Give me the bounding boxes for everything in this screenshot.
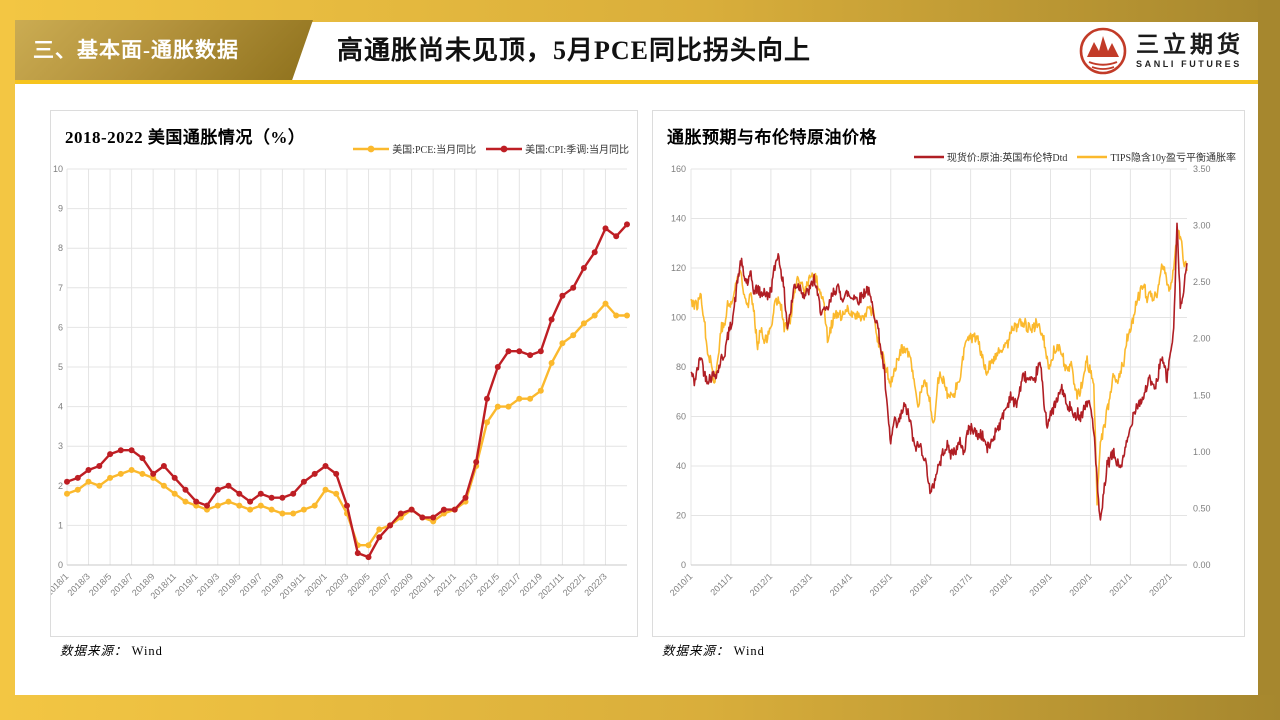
svg-text:2.50: 2.50 — [1193, 277, 1211, 287]
pce-line-swatch — [353, 145, 390, 152]
svg-text:2014/1: 2014/1 — [828, 571, 855, 598]
logo-name-cn: 三立期货 — [1136, 31, 1244, 58]
svg-text:2010/1: 2010/1 — [668, 571, 695, 598]
svg-text:2021/7: 2021/7 — [496, 571, 523, 598]
header: 三、基本面-通胀数据 高通胀尚未见顶，5月PCE同比拐头向上 三立期货 SANL… — [15, 20, 1258, 80]
svg-text:2018/1: 2018/1 — [987, 571, 1014, 598]
svg-text:2020/3: 2020/3 — [324, 571, 351, 598]
legend-label-pce: 美国:PCE:当月同比 — [392, 145, 477, 156]
svg-text:3: 3 — [58, 441, 63, 451]
us-inflation-line-chart: 0123456789102018/12018/32018/52018/72018… — [51, 164, 630, 601]
svg-text:8: 8 — [58, 243, 63, 253]
svg-text:2019/7: 2019/7 — [238, 571, 265, 598]
svg-text:1.00: 1.00 — [1193, 447, 1211, 457]
svg-text:2021/5: 2021/5 — [475, 571, 502, 598]
frame-left-gold-band — [0, 0, 15, 720]
svg-text:2020/1: 2020/1 — [1067, 571, 1094, 598]
svg-text:2016/1: 2016/1 — [908, 571, 935, 598]
left-source-prefix: 数据来源： — [60, 644, 128, 658]
svg-text:120: 120 — [671, 263, 686, 273]
svg-text:4: 4 — [58, 402, 63, 412]
right-source-value: Wind — [733, 644, 765, 658]
svg-text:9: 9 — [58, 204, 63, 214]
us-inflation-chart-panel: 2018-2022 美国通胀情况（%） 美国:PCE:当月同比 美国:CPI:季… — [50, 110, 638, 637]
mountain-logo-icon — [1079, 27, 1127, 75]
svg-text:0.50: 0.50 — [1193, 503, 1211, 513]
left-data-source: 数据来源： Wind — [60, 640, 163, 659]
frame-bottom-gold-band — [0, 695, 1280, 720]
section-banner: 三、基本面-通胀数据 — [15, 20, 313, 80]
left-chart-title: 2018-2022 美国通胀情况（%） — [65, 128, 306, 147]
svg-text:100: 100 — [671, 313, 686, 323]
header-gold-underline — [15, 80, 1258, 84]
right-source-prefix: 数据来源： — [662, 644, 730, 658]
svg-text:20: 20 — [676, 511, 686, 521]
svg-text:2022/1: 2022/1 — [561, 571, 588, 598]
company-logo: 三立期货 SANLI FUTURES — [1078, 26, 1244, 76]
svg-text:2019/5: 2019/5 — [216, 571, 243, 598]
svg-text:0: 0 — [58, 560, 63, 570]
svg-text:80: 80 — [676, 362, 686, 372]
svg-text:2019/1: 2019/1 — [1027, 571, 1054, 598]
svg-text:2011/1: 2011/1 — [708, 571, 734, 597]
svg-text:2019/3: 2019/3 — [195, 571, 222, 598]
right-chart-title: 通胀预期与布伦特原油价格 — [667, 128, 877, 147]
legend-label-brent: 现货价:原油:英国布伦特Dtd — [946, 153, 1068, 164]
svg-text:60: 60 — [676, 412, 686, 422]
brent-line-swatch — [913, 155, 944, 158]
left-chart-legend: 美国:PCE:当月同比 美国:CPI:季调:当月同比 — [353, 141, 629, 156]
svg-text:140: 140 — [671, 214, 686, 224]
svg-text:7: 7 — [58, 283, 63, 293]
svg-text:2021/3: 2021/3 — [453, 571, 480, 598]
frame-right-gold-band — [1258, 0, 1280, 720]
brent-tips-line-chart: 0 20 40 60 80 100 120 140 160 0.00 0.50 1.00 1.50 2.0… — [668, 164, 1211, 598]
svg-text:5: 5 — [58, 362, 63, 372]
svg-text:2020/7: 2020/7 — [367, 571, 394, 598]
svg-text:2018/5: 2018/5 — [87, 571, 114, 598]
page-title: 高通胀尚未见顶，5月PCE同比拐头向上 — [337, 36, 812, 65]
svg-text:2022/3: 2022/3 — [582, 571, 609, 598]
svg-text:2020/5: 2020/5 — [345, 571, 372, 598]
right-chart-legend: 现货价:原油:英国布伦特Dtd TIPS隐含10y盈亏平衡通胀率 — [913, 149, 1236, 164]
svg-text:1: 1 — [58, 520, 63, 530]
frame-top-gold-band — [0, 0, 1280, 22]
svg-text:2021/1: 2021/1 — [432, 571, 459, 598]
legend-item-cpi: 美国:CPI:季调:当月同比 — [486, 141, 629, 156]
svg-text:1.50: 1.50 — [1193, 390, 1211, 400]
svg-text:2022/1: 2022/1 — [1147, 571, 1174, 598]
legend-item-tips: TIPS隐含10y盈亏平衡通胀率 — [1077, 149, 1236, 164]
svg-text:0.00: 0.00 — [1193, 560, 1211, 570]
cpi-line-swatch — [486, 145, 523, 152]
legend-item-brent: 现货价:原油:英国布伦特Dtd — [913, 149, 1068, 164]
svg-text:2012/1: 2012/1 — [748, 571, 775, 598]
svg-text:2018/3: 2018/3 — [65, 571, 92, 598]
tips-line-swatch — [1077, 155, 1108, 158]
svg-text:40: 40 — [676, 461, 686, 471]
svg-text:3.00: 3.00 — [1193, 221, 1211, 231]
svg-text:2017/1: 2017/1 — [947, 571, 974, 598]
svg-text:2.00: 2.00 — [1193, 334, 1211, 344]
svg-text:10: 10 — [53, 164, 63, 174]
right-data-source: 数据来源： Wind — [662, 640, 765, 659]
svg-text:0: 0 — [681, 560, 686, 570]
svg-text:2: 2 — [58, 481, 63, 491]
brent-tips-chart-panel: 通胀预期与布伦特原油价格 现货价:原油:英国布伦特Dtd TIPS隐含10y盈亏… — [652, 110, 1245, 637]
logo-name-en: SANLI FUTURES — [1136, 58, 1242, 69]
svg-text:2015/1: 2015/1 — [868, 571, 895, 598]
svg-text:2018/7: 2018/7 — [108, 571, 135, 598]
svg-text:2013/1: 2013/1 — [788, 571, 815, 598]
svg-text:160: 160 — [671, 164, 686, 174]
svg-text:3.50: 3.50 — [1193, 164, 1211, 174]
legend-label-cpi: 美国:CPI:季调:当月同比 — [525, 145, 629, 156]
svg-text:6: 6 — [58, 322, 63, 332]
svg-text:2020/1: 2020/1 — [302, 571, 329, 598]
svg-text:2021/1: 2021/1 — [1107, 571, 1134, 598]
left-source-value: Wind — [131, 644, 163, 658]
svg-text:2019/1: 2019/1 — [173, 571, 200, 598]
section-label: 三、基本面-通胀数据 — [33, 38, 239, 62]
legend-item-pce: 美国:PCE:当月同比 — [353, 141, 476, 156]
legend-label-tips: TIPS隐含10y盈亏平衡通胀率 — [1110, 153, 1236, 164]
